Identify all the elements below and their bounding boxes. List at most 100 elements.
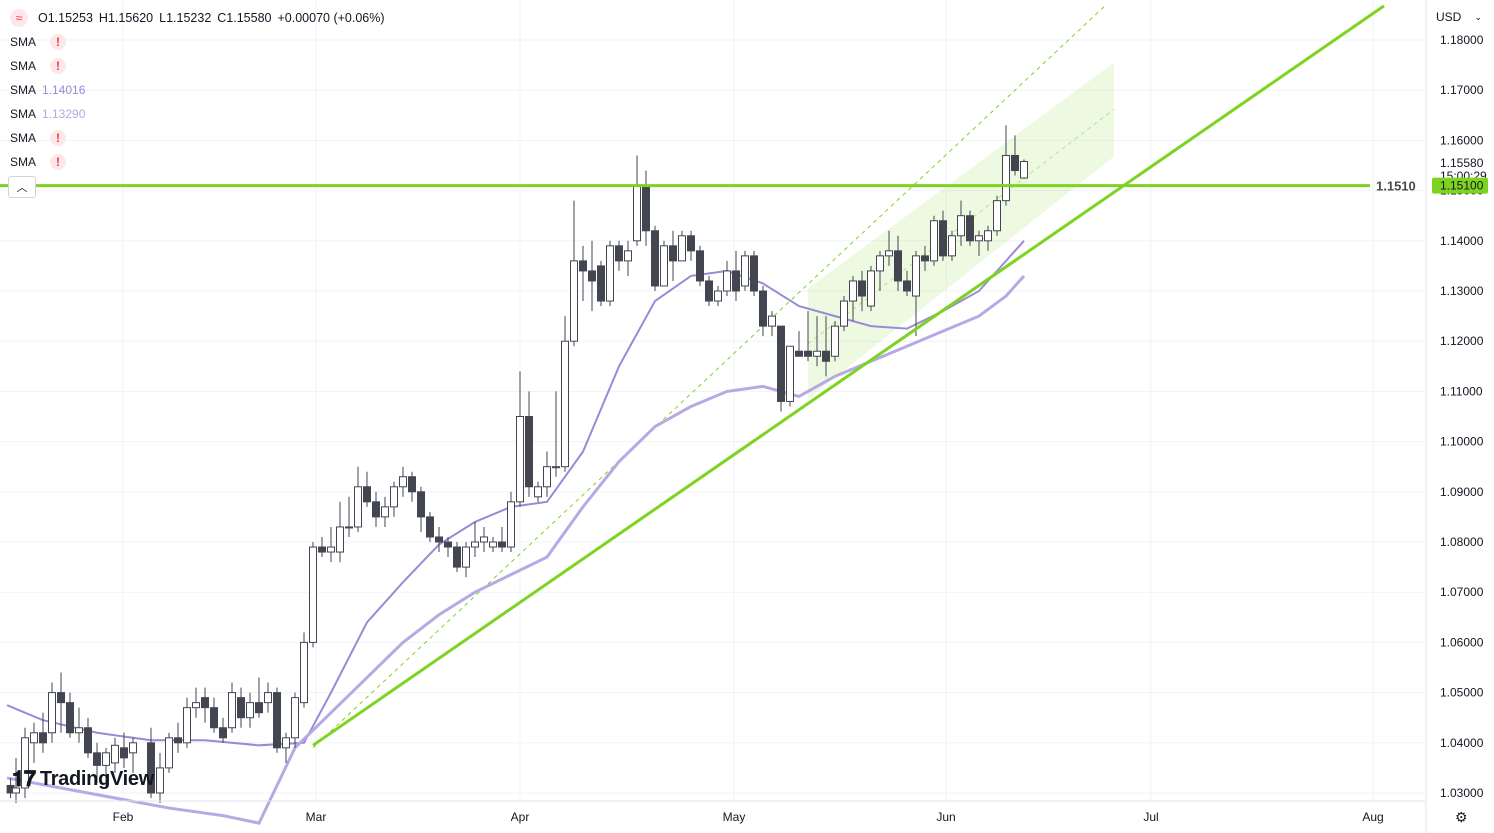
- candle[interactable]: [192, 687, 200, 718]
- candle[interactable]: [264, 682, 272, 713]
- candle[interactable]: [354, 466, 362, 532]
- candle[interactable]: [165, 732, 173, 773]
- candle[interactable]: [633, 155, 641, 246]
- candle[interactable]: [147, 727, 155, 799]
- candle[interactable]: [615, 240, 623, 271]
- rising-trend-line[interactable]: [312, 4, 1385, 747]
- candle[interactable]: [12, 757, 20, 804]
- candle[interactable]: [75, 707, 83, 743]
- candle[interactable]: [1011, 135, 1019, 176]
- candle[interactable]: [237, 687, 245, 728]
- wave-icon[interactable]: ≈: [10, 9, 28, 27]
- candle[interactable]: [336, 501, 344, 563]
- currency-selector[interactable]: USD ⌄: [1430, 6, 1488, 28]
- candle[interactable]: [876, 250, 884, 291]
- candle[interactable]: [804, 311, 812, 362]
- candle[interactable]: [741, 250, 749, 291]
- sma-line-slow[interactable]: [6, 274, 1026, 825]
- candle[interactable]: [894, 235, 902, 291]
- candle[interactable]: [858, 270, 866, 312]
- candle[interactable]: [678, 230, 686, 262]
- candle[interactable]: [903, 270, 911, 297]
- candle[interactable]: [480, 526, 488, 553]
- candle[interactable]: [399, 466, 407, 497]
- candle[interactable]: [543, 451, 551, 497]
- warning-icon[interactable]: !: [50, 34, 66, 50]
- candle[interactable]: [318, 536, 326, 558]
- candle[interactable]: [705, 275, 713, 307]
- candle[interactable]: [183, 697, 191, 748]
- candle[interactable]: [588, 240, 596, 312]
- candle[interactable]: [867, 265, 875, 312]
- candle[interactable]: [246, 692, 254, 728]
- candle[interactable]: [408, 471, 416, 502]
- candle[interactable]: [102, 747, 110, 788]
- candle[interactable]: [840, 296, 848, 332]
- candle[interactable]: [156, 752, 164, 804]
- candle[interactable]: [516, 371, 524, 507]
- candle[interactable]: [849, 275, 857, 322]
- warning-icon[interactable]: !: [50, 58, 66, 74]
- candle[interactable]: [813, 316, 821, 367]
- candle[interactable]: [552, 391, 560, 477]
- candle[interactable]: [606, 240, 614, 307]
- candle[interactable]: [255, 677, 263, 718]
- candle[interactable]: [723, 260, 731, 297]
- candle[interactable]: [309, 542, 317, 648]
- candle[interactable]: [129, 737, 137, 773]
- candle[interactable]: [111, 737, 119, 773]
- candle[interactable]: [651, 225, 659, 291]
- candle[interactable]: [570, 200, 578, 347]
- candle[interactable]: [957, 200, 965, 246]
- candle[interactable]: [381, 496, 389, 527]
- candle[interactable]: [759, 285, 767, 337]
- candle[interactable]: [300, 632, 308, 708]
- indicator-row-sma[interactable]: SMA!: [10, 56, 66, 76]
- candle[interactable]: [390, 481, 398, 517]
- warning-icon[interactable]: !: [50, 154, 66, 170]
- candle[interactable]: [417, 486, 425, 532]
- candle[interactable]: [687, 230, 695, 261]
- candle[interactable]: [732, 250, 740, 302]
- candle[interactable]: [219, 717, 227, 743]
- candle[interactable]: [624, 240, 632, 276]
- candle[interactable]: [948, 230, 956, 261]
- candle[interactable]: [525, 391, 533, 497]
- candle[interactable]: [597, 260, 605, 307]
- candle[interactable]: [291, 692, 299, 748]
- candle[interactable]: [777, 325, 785, 412]
- candle[interactable]: [39, 712, 47, 753]
- candle[interactable]: [786, 345, 794, 407]
- candle[interactable]: [48, 682, 56, 743]
- indicator-row-sma[interactable]: SMA!: [10, 152, 66, 172]
- candle[interactable]: [444, 536, 452, 558]
- candle[interactable]: [1020, 159, 1028, 180]
- candle[interactable]: [462, 542, 470, 578]
- candle[interactable]: [435, 526, 443, 553]
- candle[interactable]: [930, 215, 938, 266]
- candle[interactable]: [57, 672, 65, 733]
- dashed-trend-line[interactable]: [312, 5, 1106, 749]
- candle[interactable]: [210, 697, 218, 733]
- candle[interactable]: [453, 542, 461, 573]
- settings-gear-icon[interactable]: ⚙: [1455, 809, 1468, 825]
- candle[interactable]: [30, 722, 38, 763]
- candle[interactable]: [120, 732, 128, 768]
- sma-line-fast[interactable]: [6, 240, 1025, 747]
- candle[interactable]: [1002, 125, 1010, 206]
- candle[interactable]: [327, 526, 335, 563]
- candle[interactable]: [228, 682, 236, 733]
- candle[interactable]: [750, 250, 758, 297]
- candle[interactable]: [426, 511, 434, 542]
- tradingview-logo[interactable]: 𝟏𝟕 TradingView: [12, 767, 154, 792]
- candle[interactable]: [66, 692, 74, 738]
- candle[interactable]: [273, 687, 281, 753]
- candle[interactable]: [696, 245, 704, 286]
- candle[interactable]: [174, 722, 182, 753]
- candle[interactable]: [885, 230, 893, 266]
- candle[interactable]: [363, 471, 371, 507]
- candle[interactable]: [939, 210, 947, 261]
- candle[interactable]: [831, 321, 839, 362]
- candle[interactable]: [201, 687, 209, 723]
- candle[interactable]: [768, 311, 776, 337]
